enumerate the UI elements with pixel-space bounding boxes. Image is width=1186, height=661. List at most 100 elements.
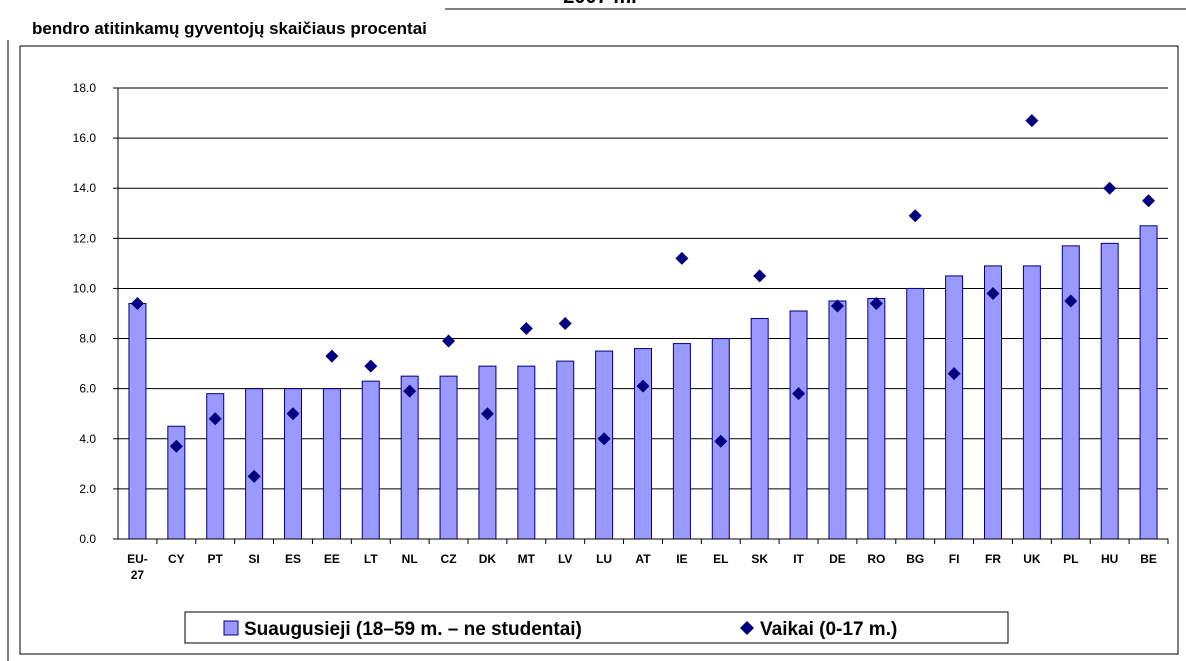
- bar: [984, 265, 1002, 540]
- bar: [1022, 265, 1041, 540]
- x-tick-label: BG: [906, 552, 925, 566]
- bar: [906, 287, 925, 540]
- y-tick-label: 18.0: [73, 81, 97, 95]
- x-tick-label: PT: [207, 552, 223, 566]
- y-tick-label: 12.0: [73, 231, 97, 245]
- x-tick-label: CZ: [440, 552, 457, 566]
- legend-swatch: [223, 620, 239, 636]
- bar: [750, 318, 769, 540]
- marker: [286, 407, 300, 421]
- bar: [828, 300, 847, 540]
- x-tick-group: IT: [793, 552, 804, 566]
- bar: [1100, 242, 1119, 540]
- x-tick-label: AT: [635, 552, 651, 566]
- y-tick-label: 14.0: [73, 181, 97, 195]
- y-tick-label: 2.0: [79, 482, 96, 496]
- x-tick-label: CY: [167, 552, 185, 566]
- legend-label: Suaugusieji (18–59 m. – ne studentai): [244, 619, 582, 640]
- x-tick-group: EE: [323, 552, 340, 566]
- x-tick-label: IE: [676, 552, 688, 566]
- x-tick-group: LU: [596, 552, 612, 566]
- x-tick-label: IT: [793, 552, 804, 566]
- bar: [400, 375, 419, 540]
- x-tick-group: DE: [829, 552, 846, 566]
- x-tick-label: HU: [1100, 552, 1119, 566]
- x-tick-group: ES: [284, 552, 301, 566]
- x-tick-group: FI: [948, 552, 960, 566]
- x-tick-label: RO: [867, 552, 886, 566]
- bar: [361, 380, 380, 540]
- x-tick-group: SK: [751, 552, 768, 566]
- marker: [792, 387, 806, 401]
- x-tick-label: UK: [1023, 552, 1041, 566]
- marker: [130, 296, 144, 310]
- marker: [1103, 181, 1117, 195]
- bar: [672, 343, 691, 540]
- x-tick-group: CY: [167, 552, 185, 566]
- x-tick-group: RO: [867, 552, 886, 566]
- marker: [908, 209, 922, 223]
- x-tick-label: EL: [713, 552, 729, 566]
- marker: [986, 286, 1000, 300]
- marker: [714, 434, 728, 448]
- x-tick-label: MT: [517, 552, 535, 566]
- marker: [1025, 114, 1039, 128]
- bar: [789, 310, 808, 540]
- x-tick-label: NL: [401, 552, 418, 566]
- x-tick-group: HU: [1100, 552, 1119, 566]
- bar: [556, 360, 575, 540]
- x-tick-label: DE: [829, 552, 846, 566]
- bar: [517, 365, 536, 540]
- x-tick-label: LV: [557, 552, 573, 566]
- x-tick-group: LV: [557, 552, 573, 566]
- x-tick-group: CZ: [440, 552, 457, 566]
- x-tick-label: DK: [478, 552, 497, 566]
- legend-box: [184, 611, 1009, 644]
- x-tick-group: FR: [984, 552, 1001, 566]
- y-tick-label: 4.0: [79, 432, 96, 446]
- x-tick-group: PT: [207, 552, 223, 566]
- marker: [325, 349, 339, 363]
- x-tick-group: EU-27: [127, 552, 148, 582]
- x-tick-group: SI: [248, 552, 259, 566]
- x-tick-label: LT: [363, 552, 378, 566]
- marker: [208, 412, 222, 426]
- x-tick-label: SK: [751, 552, 768, 566]
- x-tick-label: BE: [1140, 552, 1157, 566]
- x-tick-group: MT: [517, 552, 535, 566]
- x-tick-group: BE: [1140, 552, 1157, 566]
- bar: [945, 275, 964, 540]
- y-tick-label: 6.0: [79, 382, 96, 396]
- x-tick-group: AT: [635, 552, 651, 566]
- x-tick-group: PL: [1063, 552, 1078, 566]
- marker: [519, 322, 533, 336]
- bar: [478, 365, 497, 540]
- bar: [322, 388, 341, 540]
- marker: [1142, 194, 1156, 208]
- marker: [675, 251, 689, 265]
- chart-subtitle: bendro atitinkamų gyventojų skaičiaus pr…: [32, 19, 427, 38]
- marker: [869, 296, 883, 310]
- x-tick-label: ES: [284, 552, 301, 566]
- marker: [480, 407, 494, 421]
- x-tick-label: EE: [323, 552, 340, 566]
- bar: [128, 302, 147, 540]
- marker: [597, 432, 611, 446]
- legend-swatch: [740, 621, 754, 635]
- marker: [947, 367, 961, 381]
- x-tick-label: FR: [984, 552, 1001, 566]
- x-tick-label: FI: [948, 552, 960, 566]
- y-tick-label: 0.0: [79, 532, 96, 546]
- bar: [245, 388, 264, 540]
- legend-label: Vaikai (0-17 m.): [760, 619, 897, 640]
- marker: [558, 317, 572, 331]
- chart-title: 2007 m.: [563, 0, 636, 8]
- marker: [1064, 294, 1078, 308]
- x-tick-group: LT: [363, 552, 378, 566]
- bar: [439, 375, 458, 540]
- marker: [442, 334, 456, 348]
- x-tick-group: UK: [1023, 552, 1041, 566]
- x-tick-label: EU-27: [127, 552, 148, 582]
- marker: [169, 439, 183, 453]
